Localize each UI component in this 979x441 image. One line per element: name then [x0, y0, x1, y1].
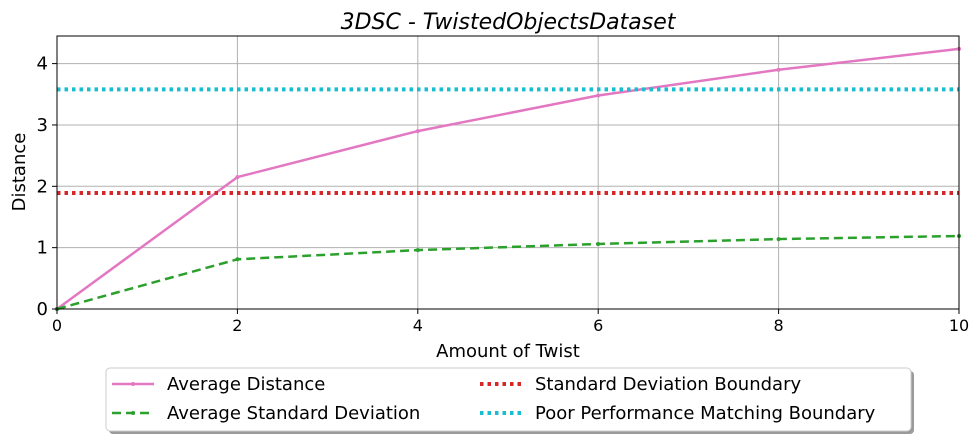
- legend: Average Distance Average Standard Deviati…: [105, 367, 914, 434]
- data-point: [596, 241, 601, 246]
- legend-marker: [131, 411, 135, 415]
- series-layer: [55, 46, 961, 311]
- x-tick-label: 6: [593, 316, 603, 335]
- x-axis-label: Amount of Twist: [436, 341, 580, 362]
- x-tick-label: 8: [774, 316, 784, 335]
- y-axis-label: Distance: [9, 133, 30, 212]
- chart-title: 3DSC - TwistedObjectsDataset: [341, 10, 677, 35]
- x-tick-label: 4: [413, 316, 423, 335]
- y-tick-label: 4: [37, 54, 48, 75]
- y-tick-label: 1: [37, 238, 48, 259]
- data-point: [235, 257, 240, 262]
- x-tick-label: 0: [52, 316, 62, 335]
- legend-box: [105, 367, 912, 432]
- grid: [56, 36, 960, 310]
- data-point: [776, 67, 781, 72]
- x-tick-label: 2: [232, 316, 242, 335]
- y-tick-label: 3: [37, 115, 48, 136]
- y-tick-label: 0: [37, 299, 48, 320]
- legend-label: Average Standard Deviation: [167, 403, 420, 424]
- legend-marker: [131, 382, 135, 386]
- x-axis: 0 2 4 6 8 10: [52, 309, 969, 335]
- legend-label: Poor Performance Matching Boundary: [535, 403, 876, 424]
- series-line-1: [56, 234, 960, 311]
- legend-label: Standard Deviation Boundary: [535, 374, 801, 395]
- data-point: [235, 175, 240, 180]
- y-tick-label: 2: [37, 176, 48, 197]
- data-point: [415, 248, 420, 253]
- data-point: [596, 93, 601, 98]
- legend-label: Average Distance: [167, 374, 325, 395]
- data-point: [415, 129, 420, 134]
- data-point: [776, 237, 781, 242]
- plot-frame: [56, 35, 960, 310]
- series-line-0: [56, 47, 960, 311]
- y-axis: 0 1 2 3 4: [37, 54, 57, 320]
- x-tick-label: 10: [949, 316, 969, 335]
